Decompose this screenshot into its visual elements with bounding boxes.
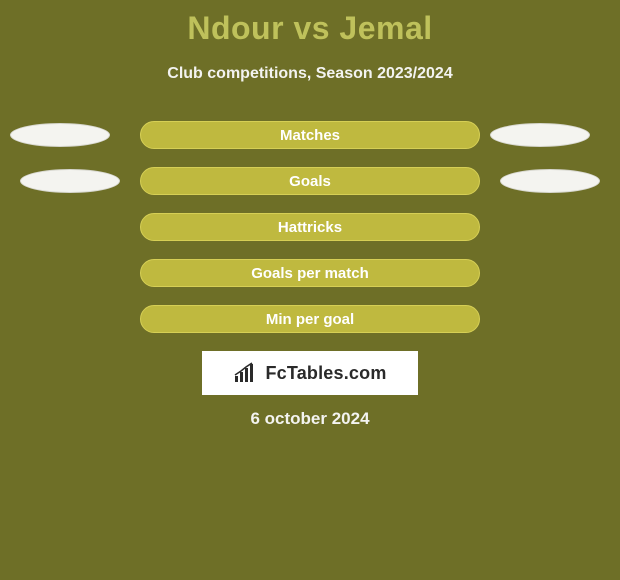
left-value-pill (20, 169, 120, 193)
right-value-pill (490, 123, 590, 147)
logo-card: FcTables.com (202, 351, 418, 395)
stat-row: Hattricks (0, 213, 620, 241)
stat-row: Min per goal (0, 305, 620, 333)
stat-bar: Goals per match (140, 259, 480, 287)
stats-canvas: Ndour vs Jemal Club competitions, Season… (0, 0, 620, 580)
stat-bar: Hattricks (140, 213, 480, 241)
stat-row: Matches (0, 121, 620, 149)
right-value-pill (500, 169, 600, 193)
logo-text: FcTables.com (265, 363, 386, 384)
stat-bar: Matches (140, 121, 480, 149)
stat-row: Goals (0, 167, 620, 195)
page-title: Ndour vs Jemal (0, 0, 620, 47)
stat-row: Goals per match (0, 259, 620, 287)
page-subtitle: Club competitions, Season 2023/2024 (0, 65, 620, 83)
stat-bar: Goals (140, 167, 480, 195)
stat-bar: Min per goal (140, 305, 480, 333)
barchart-icon (233, 362, 259, 384)
footer-date: 6 october 2024 (0, 409, 620, 429)
stat-rows: Matches Goals Hattricks Goals per match Min … (0, 121, 620, 333)
left-value-pill (10, 123, 110, 147)
